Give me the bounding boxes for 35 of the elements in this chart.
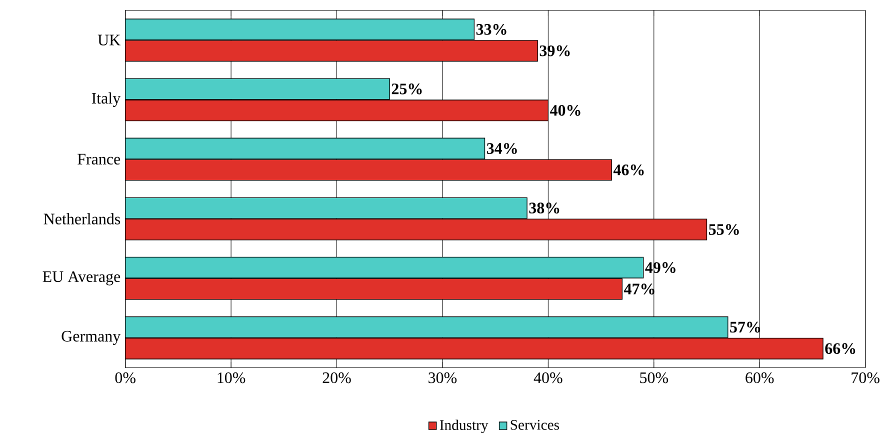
bar xyxy=(125,316,728,338)
y-tick-label: UK xyxy=(98,34,120,46)
x-tick-label: 0% xyxy=(115,372,136,384)
y-tick-label: Netherlands xyxy=(44,213,120,224)
y-tick-label: Italy xyxy=(92,92,121,107)
data-label: 55% xyxy=(709,224,739,235)
y-tick-label: Germany xyxy=(62,330,121,345)
bar xyxy=(125,278,623,300)
bar xyxy=(125,159,612,181)
x-tick-label: 20% xyxy=(322,372,351,384)
y-tick-label: France xyxy=(78,154,120,164)
bar xyxy=(125,40,538,62)
x-tick-label: 70% xyxy=(852,372,880,384)
legend-label: Services xyxy=(510,420,559,430)
x-tick-label: 10% xyxy=(218,372,246,384)
data-label: 66% xyxy=(825,343,856,354)
bar xyxy=(125,218,708,240)
data-label: 25% xyxy=(392,83,422,94)
bar xyxy=(125,18,475,40)
data-label: 40% xyxy=(550,104,580,116)
bar xyxy=(125,78,390,100)
legend-label: Industry xyxy=(440,420,488,433)
x-tick-label: 60% xyxy=(746,372,774,384)
x-tick-label: 50% xyxy=(640,372,668,384)
data-label: 46% xyxy=(613,164,644,176)
x-tick-label: 40% xyxy=(534,372,562,384)
bar xyxy=(125,197,528,219)
bar xyxy=(125,256,644,278)
x-tick-label: 30% xyxy=(428,372,457,384)
bar xyxy=(125,338,824,360)
data-label: 34% xyxy=(486,142,517,154)
data-label: 33% xyxy=(476,24,506,35)
bar xyxy=(125,100,549,122)
bar xyxy=(125,138,486,160)
y-tick-label: EU Average xyxy=(42,271,120,286)
